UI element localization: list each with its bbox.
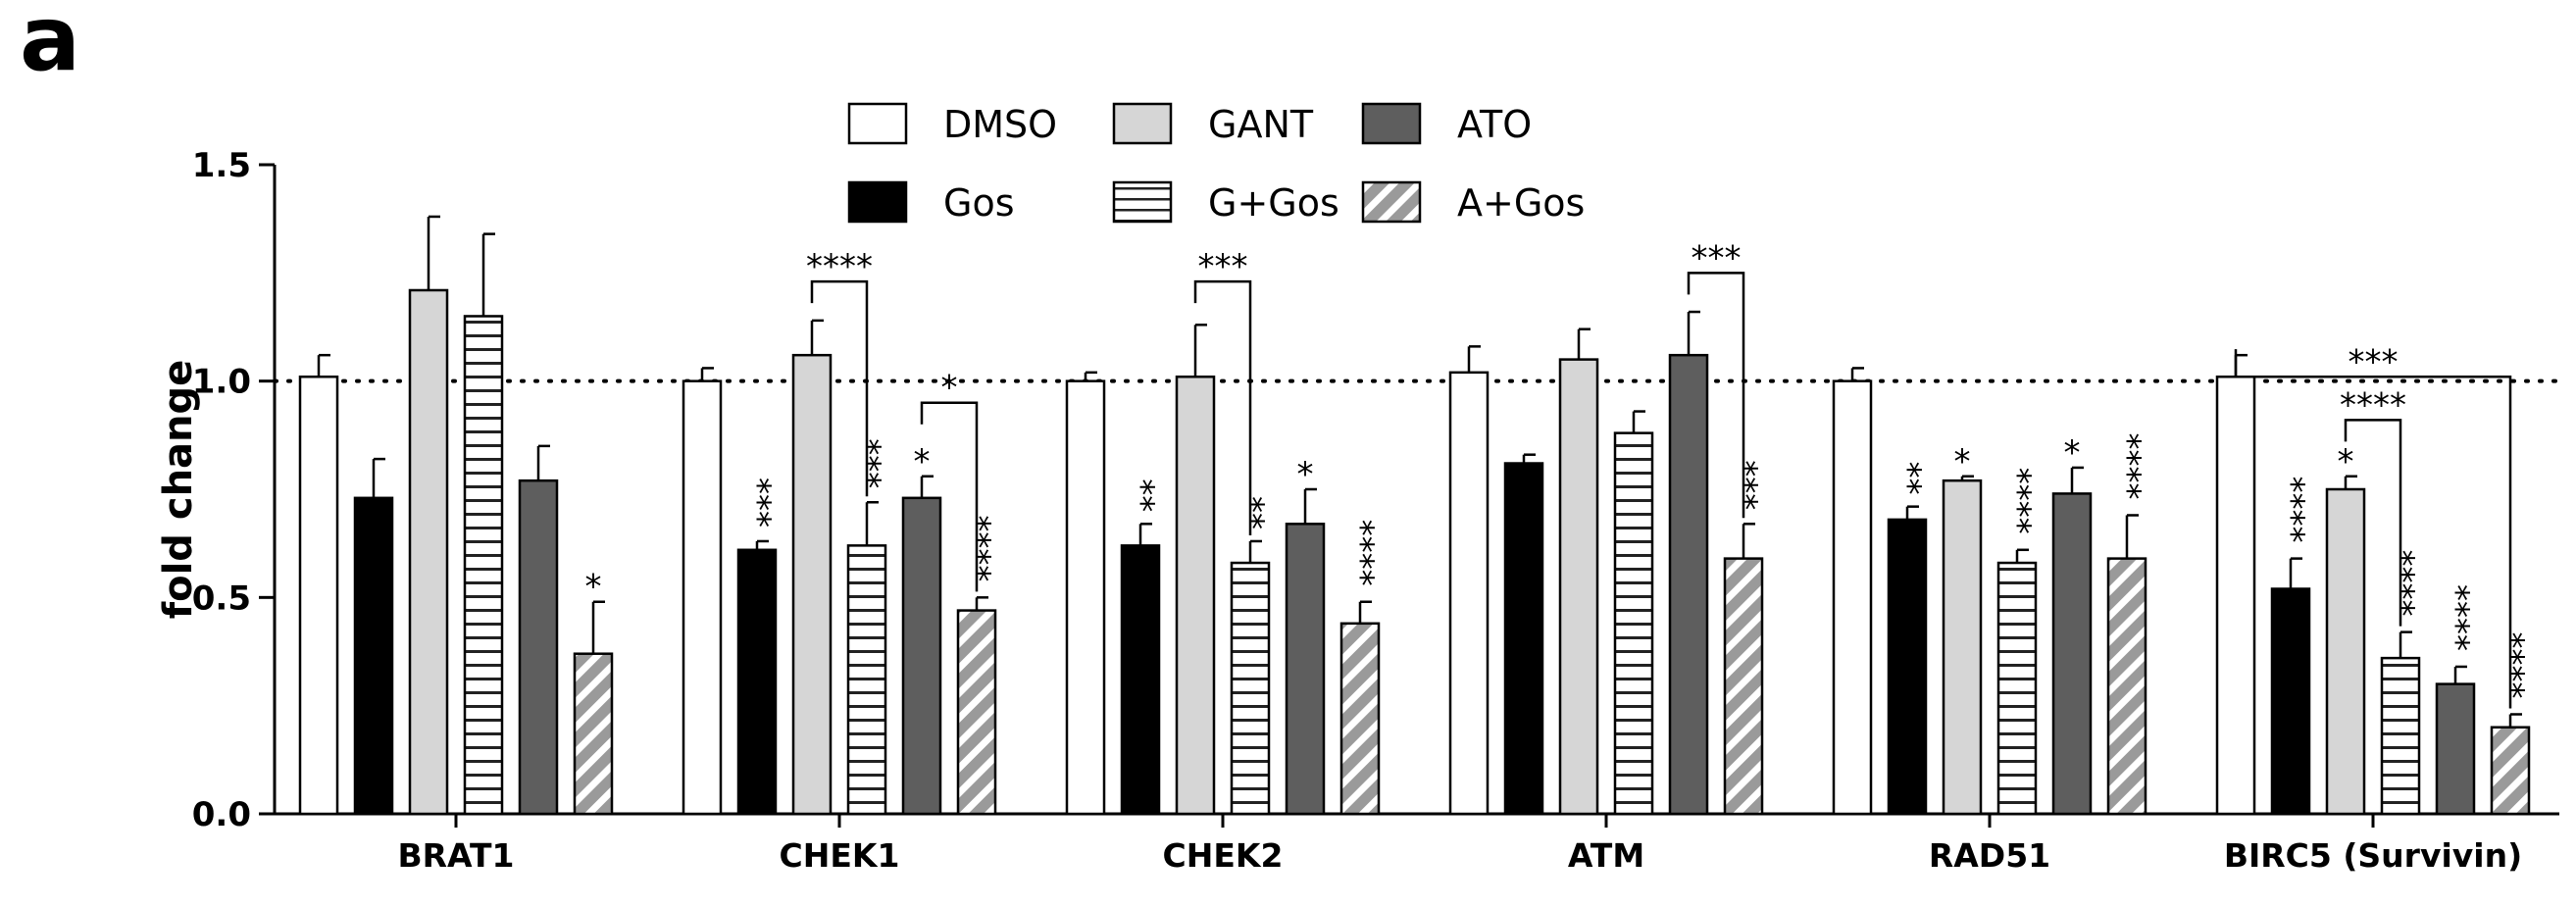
bar-g-plus-gos	[846, 544, 887, 816]
comparison-bracket	[920, 401, 979, 592]
y-tick-label: 1.5	[192, 146, 251, 185]
bar-g-plus-gos	[1230, 561, 1271, 816]
bar-gant	[408, 288, 449, 816]
bar-ato	[2435, 682, 2476, 816]
comparison-bracket	[2234, 349, 2512, 709]
bar-gos	[2270, 587, 2311, 816]
bar-a-plus-gos	[1339, 622, 1381, 816]
legend-label: ATO	[1457, 103, 1532, 146]
bar-gant	[1175, 376, 1216, 816]
bar-a-plus-gos	[2490, 726, 2531, 816]
bar-gant	[1558, 358, 1599, 816]
bar-a-plus-gos	[2106, 557, 2147, 816]
bar-dmso	[1832, 379, 1873, 816]
y-axis-title: fold change	[156, 360, 201, 620]
comparison-label: ***	[1198, 247, 1248, 286]
bar-dmso	[1065, 379, 1106, 816]
significance-stars: **	[1122, 478, 1161, 512]
significance-stars: *	[585, 568, 602, 607]
axes: 0.0 0.5 1.0 1.5 fold change BRAT1 CHEK1 CHEK2 AT…	[156, 146, 2561, 875]
bar-ato	[901, 496, 942, 816]
significance-stars: *	[1297, 455, 1314, 494]
legend-swatch	[847, 180, 908, 224]
category-label: CHEK2	[1163, 836, 1284, 875]
comparison-bracket	[1193, 279, 1252, 535]
significance-stars: *	[2338, 442, 2354, 481]
legend-swatch	[847, 102, 908, 145]
significance-annotations: ******** **********	[806, 238, 2512, 709]
bar-a-plus-gos	[956, 609, 997, 816]
bar-ato	[1668, 353, 1709, 816]
bar-ato	[1285, 523, 1326, 816]
comparison-bracket	[1687, 272, 1745, 519]
comparison-label: ****	[2340, 385, 2406, 425]
y-tick-label: 0.5	[192, 579, 251, 618]
significance-stars: *	[1954, 442, 1971, 481]
category-label: ATM	[1568, 836, 1644, 875]
y-tick-label: 0.0	[192, 795, 251, 834]
comparison-label: ***	[1692, 238, 1742, 277]
bar-dmso	[298, 376, 339, 816]
category-label: BIRC5 (Survivin)	[2224, 836, 2522, 875]
category-label: BRAT1	[397, 836, 514, 875]
bar-ato	[518, 478, 559, 816]
bar-dmso	[1448, 371, 1490, 816]
bar-g-plus-gos	[2380, 656, 2421, 816]
significance-stars: ****	[1341, 520, 1381, 586]
bar-g-plus-gos	[1613, 431, 1654, 816]
comparison-label: ***	[2349, 342, 2399, 381]
bar-dmso	[2215, 376, 2256, 816]
bar-gos	[1887, 518, 1928, 816]
bar-gos	[1120, 544, 1161, 816]
bar-gant	[791, 353, 833, 816]
significance-stars: ****	[1998, 468, 2038, 534]
comparison-label: *	[941, 369, 958, 408]
legend-label: Gos	[943, 181, 1015, 225]
legend-label: A+Gos	[1457, 181, 1585, 225]
significance-stars: ****	[2272, 477, 2311, 543]
legend-swatch	[1112, 102, 1173, 145]
significance-stars: *	[914, 442, 931, 481]
bar-g-plus-gos	[1996, 561, 2038, 816]
legend-label: GANT	[1208, 103, 1314, 146]
legend-swatch	[1361, 180, 1422, 224]
bar-a-plus-gos	[1723, 557, 1764, 816]
bar-gant	[2325, 487, 2366, 816]
bar-ato	[2051, 492, 2093, 816]
comparison-label: ****	[806, 247, 873, 286]
significance-stars: *	[2064, 433, 2081, 473]
legend-swatch	[1112, 180, 1173, 224]
category-label: CHEK1	[780, 836, 900, 875]
category-label: RAD51	[1929, 836, 2050, 875]
legend-label: DMSO	[943, 103, 1057, 146]
significance-stars: ****	[2108, 432, 2147, 499]
significance-stars: **	[1889, 462, 1928, 495]
legend-label: G+Gos	[1208, 181, 1339, 225]
significance-stars: ****	[2437, 584, 2476, 651]
comparison-bracket	[810, 279, 869, 497]
bar-a-plus-gos	[573, 652, 614, 816]
bar-gos	[736, 548, 778, 816]
comparison-bracket	[2344, 419, 2402, 627]
bar-gos	[1503, 462, 1544, 816]
bar-g-plus-gos	[463, 315, 504, 816]
panel-label: a	[20, 0, 81, 91]
y-tick-label: 1.0	[192, 363, 251, 402]
bar-gos	[353, 496, 394, 816]
bar-gant	[1942, 478, 1983, 816]
legend-swatch	[1361, 102, 1422, 145]
bars: *** **** ***** ****** ********* *********** **…	[298, 215, 2531, 816]
significance-stars: ***	[738, 478, 778, 528]
legend: DMSO Gos GANT G+Gos ATO A+Gos	[847, 102, 1585, 225]
bar-dmso	[682, 379, 723, 816]
